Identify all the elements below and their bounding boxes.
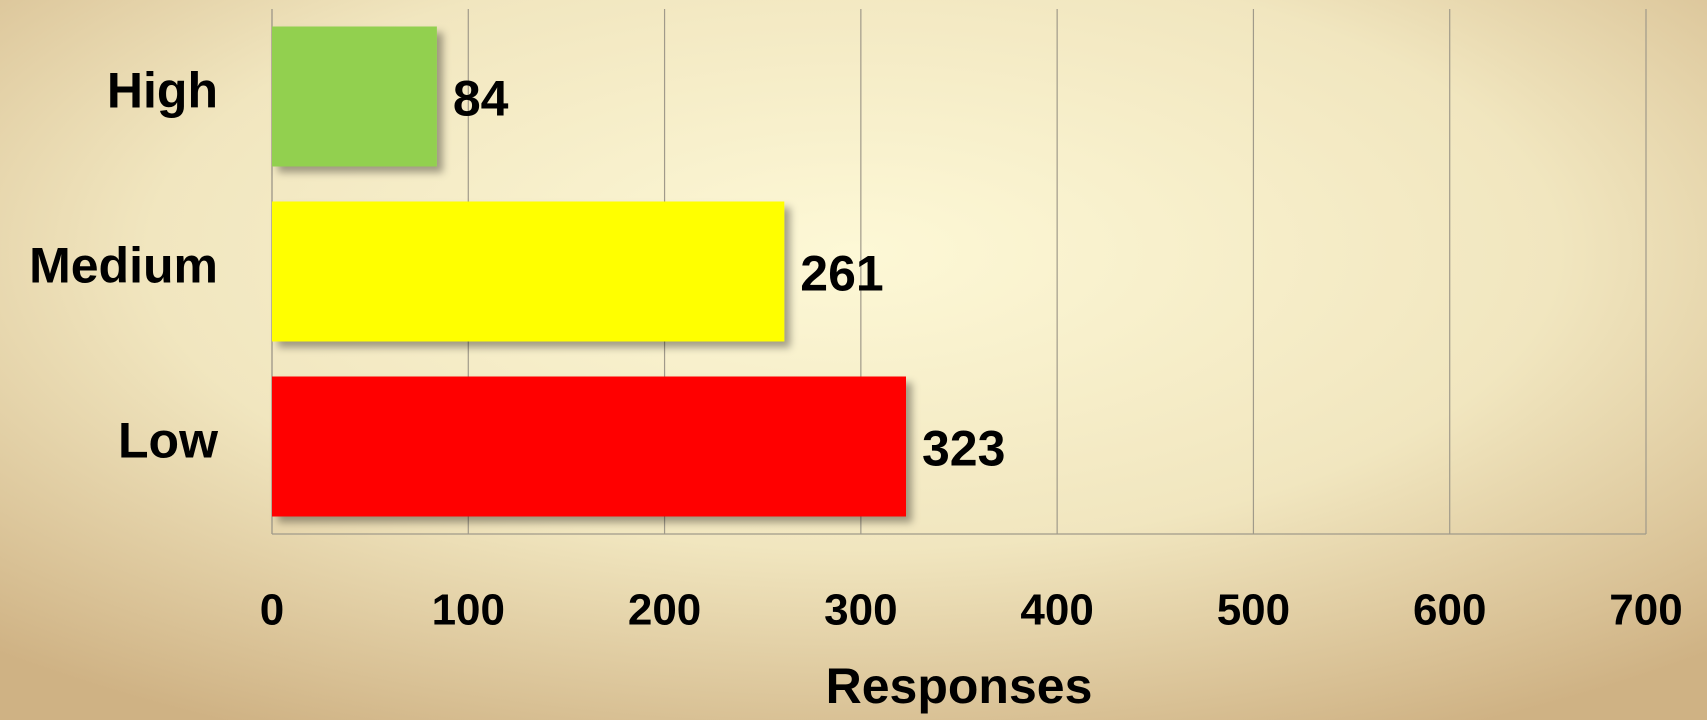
x-tick-label: 0 <box>260 586 284 635</box>
bar <box>272 201 785 342</box>
x-axis-label: Responses <box>826 658 1093 714</box>
x-tick-label: 300 <box>824 586 897 635</box>
data-label: 323 <box>922 421 1005 477</box>
data-label: 261 <box>800 246 883 302</box>
x-tick-label: 200 <box>628 586 701 635</box>
bar <box>272 376 907 517</box>
bar <box>272 26 437 167</box>
data-label: 84 <box>453 71 509 127</box>
x-tick-label: 500 <box>1217 586 1290 635</box>
x-tick-label: 700 <box>1609 586 1682 635</box>
y-tick-label: High <box>107 63 218 119</box>
x-tick-label: 600 <box>1413 586 1486 635</box>
y-tick-label: Medium <box>29 238 218 294</box>
x-tick-label: 100 <box>432 586 505 635</box>
y-tick-label: Low <box>118 413 218 469</box>
x-tick-label: 400 <box>1020 586 1093 635</box>
